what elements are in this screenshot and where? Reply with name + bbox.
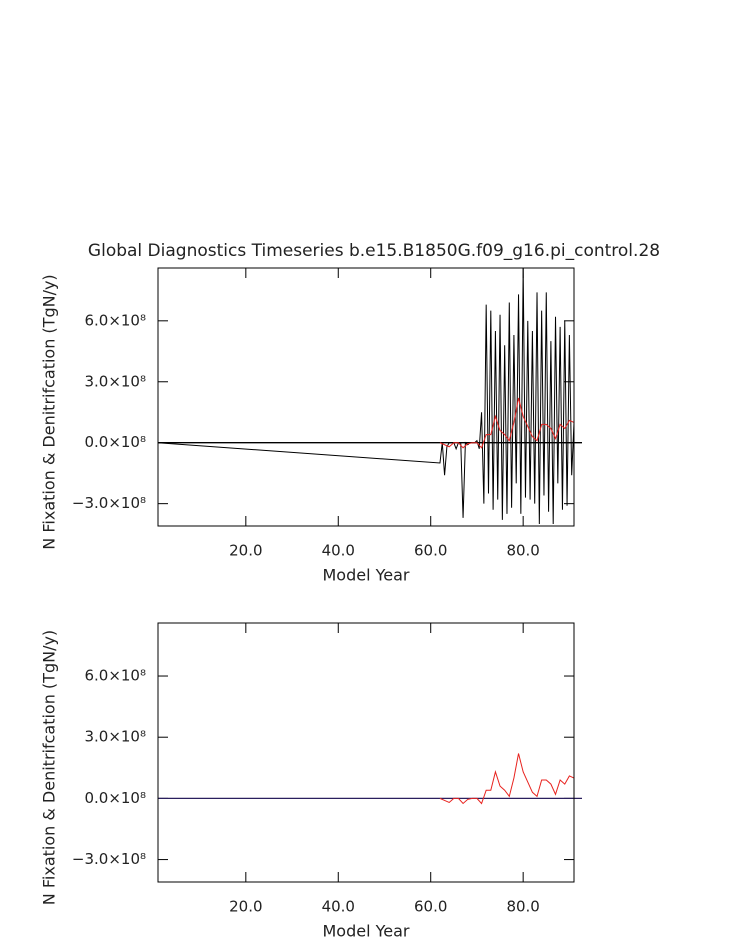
x-tick-label: 60.0 — [414, 542, 447, 560]
x-tick-label: 40.0 — [322, 898, 355, 916]
chart-title: Global Diagnostics Timeseries b.e15.B185… — [88, 241, 660, 261]
y-tick-label: −3.0×10⁸ — [72, 494, 146, 512]
x-tick-label: 20.0 — [229, 898, 262, 916]
y-tick-label: 0.0×10⁸ — [84, 789, 146, 807]
x-tick-label: 20.0 — [229, 542, 262, 560]
plot-frame — [157, 622, 575, 883]
series-line — [439, 753, 574, 805]
plot-frame — [157, 267, 575, 527]
x-tick-label: 40.0 — [322, 542, 355, 560]
x-axis-label: Model Year — [323, 922, 410, 941]
y-tick-label: −3.0×10⁸ — [72, 850, 146, 868]
y-tick-label: 3.0×10⁸ — [84, 372, 146, 390]
series-line — [439, 397, 574, 449]
y-tick-label: 0.0×10⁸ — [84, 433, 146, 451]
series-line — [158, 268, 574, 524]
x-tick-label: 80.0 — [506, 898, 539, 916]
x-axis-label: Model Year — [323, 566, 410, 585]
x-tick-label: 80.0 — [506, 542, 539, 560]
y-axis-label: N Fixation & Denitrifcation (TgN/y) — [40, 274, 59, 549]
y-tick-label: 6.0×10⁸ — [84, 667, 146, 685]
y-tick-label: 6.0×10⁸ — [84, 311, 146, 329]
x-tick-label: 60.0 — [414, 898, 447, 916]
y-tick-label: 3.0×10⁸ — [84, 728, 146, 746]
y-axis-label: N Fixation & Denitrifcation (TgN/y) — [40, 630, 59, 905]
